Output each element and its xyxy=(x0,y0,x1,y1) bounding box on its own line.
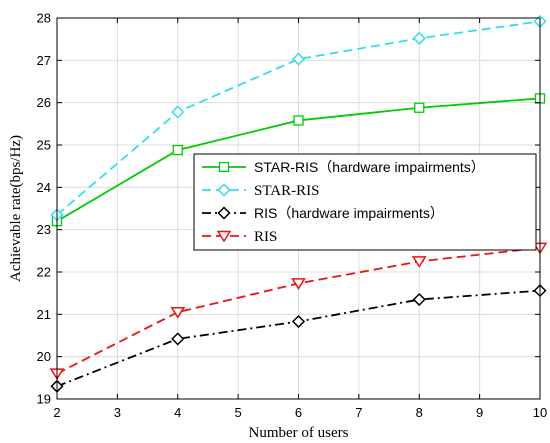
y-tick-label: 21 xyxy=(37,307,51,322)
series-layer xyxy=(49,14,548,393)
x-tick-label: 3 xyxy=(114,405,121,420)
legend-item: STAR-RIS（hardware impairments） xyxy=(202,159,485,175)
legend-label: STAR-RIS xyxy=(254,183,319,199)
data-point xyxy=(414,102,425,113)
data-point xyxy=(412,292,426,307)
legend-item: RIS xyxy=(202,229,277,245)
y-axis-label: Achievable rate(bps/Hz) xyxy=(8,135,24,282)
legend-label: STAR-RIS（hardware impairments） xyxy=(254,159,485,175)
y-tick-label: 24 xyxy=(37,180,51,195)
series-1 xyxy=(50,14,547,222)
legend-marker xyxy=(216,230,232,243)
x-tick-label: 9 xyxy=(476,405,483,420)
legend-label: RIS xyxy=(254,229,277,245)
data-point xyxy=(291,314,306,329)
x-tick-label: 10 xyxy=(533,405,547,420)
data-point xyxy=(412,31,426,45)
x-tick-label: 4 xyxy=(174,405,181,420)
legend-item: RIS（hardware impairments） xyxy=(202,205,444,221)
legend-marker xyxy=(218,161,230,173)
legend: STAR-RIS（hardware impairments） STAR-RIS RI… xyxy=(193,153,537,251)
x-tick-label: 7 xyxy=(355,405,362,420)
x-tick-label: 2 xyxy=(53,405,60,420)
y-tick-label: 23 xyxy=(37,222,51,237)
y-tick-label: 27 xyxy=(37,53,51,68)
legend-marker xyxy=(217,183,231,197)
x-tick-label: 5 xyxy=(235,405,242,420)
y-tick-label: 19 xyxy=(37,392,51,407)
series-line xyxy=(56,20,541,216)
data-point xyxy=(171,105,185,119)
data-point xyxy=(291,52,306,66)
legend-box xyxy=(193,153,537,251)
y-tick-label: 22 xyxy=(37,265,51,280)
y-tick-label: 28 xyxy=(37,11,51,26)
data-point xyxy=(293,115,304,126)
y-tick-label: 20 xyxy=(37,349,51,364)
y-tick-label: 26 xyxy=(37,95,51,110)
y-tick-label: 25 xyxy=(37,138,51,153)
legend-marker xyxy=(217,206,231,220)
data-point xyxy=(171,332,185,346)
x-tick-label: 6 xyxy=(295,405,302,420)
data-point xyxy=(172,144,183,156)
series-3 xyxy=(49,242,548,381)
legend-label: RIS（hardware impairments） xyxy=(254,205,444,221)
legend-item: STAR-RIS xyxy=(202,183,319,199)
data-point xyxy=(411,256,427,268)
x-tick-label: 8 xyxy=(416,405,423,420)
data-point xyxy=(170,306,186,319)
x-axis-label: Number of users xyxy=(249,425,349,441)
data-point xyxy=(291,278,306,290)
